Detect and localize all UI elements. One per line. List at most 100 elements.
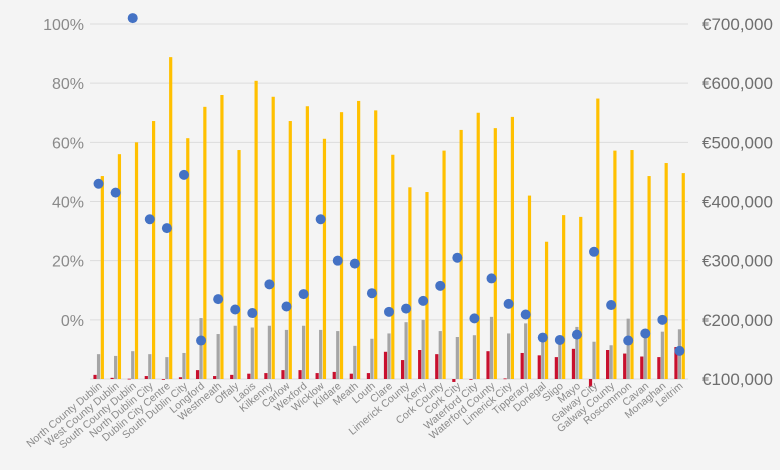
bar-series-c [596, 98, 600, 380]
right-tick-label: €300,000 [702, 252, 773, 271]
bar-series-b [592, 341, 596, 379]
bar-series-c [544, 241, 549, 379]
left-tick-label: 40% [52, 195, 84, 212]
left-tick-label: 80% [52, 76, 84, 93]
bar-series-b [626, 318, 630, 379]
bar-series-c [374, 110, 378, 379]
bar-series-a [195, 370, 200, 379]
bar-series-c [510, 116, 514, 380]
bar-series-b [507, 333, 511, 379]
bar-series-c [493, 128, 497, 379]
bar-series-a [366, 373, 371, 379]
bar-series-c [152, 121, 156, 380]
scatter-point [606, 300, 617, 311]
bar-series-c [203, 106, 207, 379]
bar-series-b [148, 354, 152, 379]
bar-series-a [469, 379, 473, 380]
scatter-point [435, 280, 446, 291]
bar-series-b [233, 325, 237, 379]
bar-series-b [472, 335, 477, 379]
scatter-point [298, 289, 309, 300]
bar-series-a [400, 360, 405, 379]
bar-series-c [459, 129, 463, 379]
scatter-point [589, 246, 600, 257]
bar-series-c [630, 150, 634, 379]
scatter-point [144, 214, 155, 225]
bar-series-b [404, 322, 408, 379]
bar-series-a [486, 351, 490, 379]
left-axis: 0% 20% 40% 60% 80% 100% [43, 17, 84, 330]
right-tick-label: €500,000 [702, 133, 773, 152]
bar-series-c [254, 80, 258, 380]
bar-series-c [339, 112, 344, 380]
scatter-point [332, 255, 343, 266]
bar-series-a [503, 378, 507, 380]
bar-series-c [305, 106, 309, 379]
scatter-point [247, 308, 258, 319]
bar-series-c [271, 96, 275, 380]
bar-series-b [387, 333, 391, 379]
bars [93, 57, 685, 387]
scatter-point [554, 334, 565, 345]
bar-series-c [169, 57, 173, 380]
scatter-point [366, 288, 377, 299]
bar-series-a [383, 351, 388, 379]
bar-series-a [213, 376, 217, 379]
bar-series-c [357, 100, 361, 380]
bar-series-b [660, 331, 664, 379]
scatter-point [213, 294, 224, 305]
bar-series-b [114, 355, 118, 379]
scatter-point [418, 295, 429, 306]
bar-series-a [435, 354, 439, 379]
bar-series-c [527, 195, 532, 379]
bar-series-a [554, 357, 558, 379]
scatter-point [520, 309, 531, 320]
bar-series-c [322, 138, 327, 379]
bar-series-a [657, 357, 661, 379]
bar-series-a [178, 377, 183, 379]
scatter-point [196, 335, 207, 346]
bar-series-b [319, 329, 323, 379]
bar-series-b [301, 325, 306, 379]
bar-series-a [349, 373, 353, 379]
scatter-point [384, 306, 394, 317]
bar-series-c [391, 154, 395, 379]
bar-series-b [609, 345, 613, 379]
bar-series-c [664, 163, 668, 379]
bar-series-a [247, 373, 251, 379]
bar-series-a [332, 371, 336, 379]
right-tick-label: €600,000 [702, 74, 773, 93]
bar-series-a [298, 370, 302, 379]
bar-series-a [588, 379, 593, 387]
left-tick-label: 0% [61, 313, 84, 330]
scatter-point [452, 252, 463, 263]
scatter-point [281, 301, 292, 312]
bar-series-c [117, 154, 122, 379]
bar-series-b [541, 339, 545, 379]
right-axis: €100,000 €200,000 €300,000 €400,000 €500,000… [702, 15, 773, 389]
scatter-point [161, 223, 172, 234]
scatter-points [93, 13, 685, 356]
scatter-point [674, 345, 685, 356]
scatter-point [110, 187, 121, 198]
bar-series-a [640, 356, 644, 379]
bar-series-c [613, 150, 617, 379]
scatter-point [178, 169, 189, 180]
scatter-point [469, 313, 480, 324]
bar-series-b [250, 327, 254, 379]
bar-series-c [100, 176, 104, 379]
scatter-point [503, 298, 514, 309]
bar-series-b [370, 338, 374, 379]
bar-series-b [455, 336, 459, 379]
bar-series-c [647, 176, 651, 379]
bar-series-c [681, 173, 685, 379]
scatter-point [349, 258, 360, 269]
bar-series-a [281, 370, 285, 379]
left-tick-label: 60% [52, 135, 84, 152]
bar-series-b [438, 331, 442, 379]
scatter-point [537, 332, 548, 343]
bar-series-b [558, 341, 562, 379]
gridlines [90, 23, 688, 380]
